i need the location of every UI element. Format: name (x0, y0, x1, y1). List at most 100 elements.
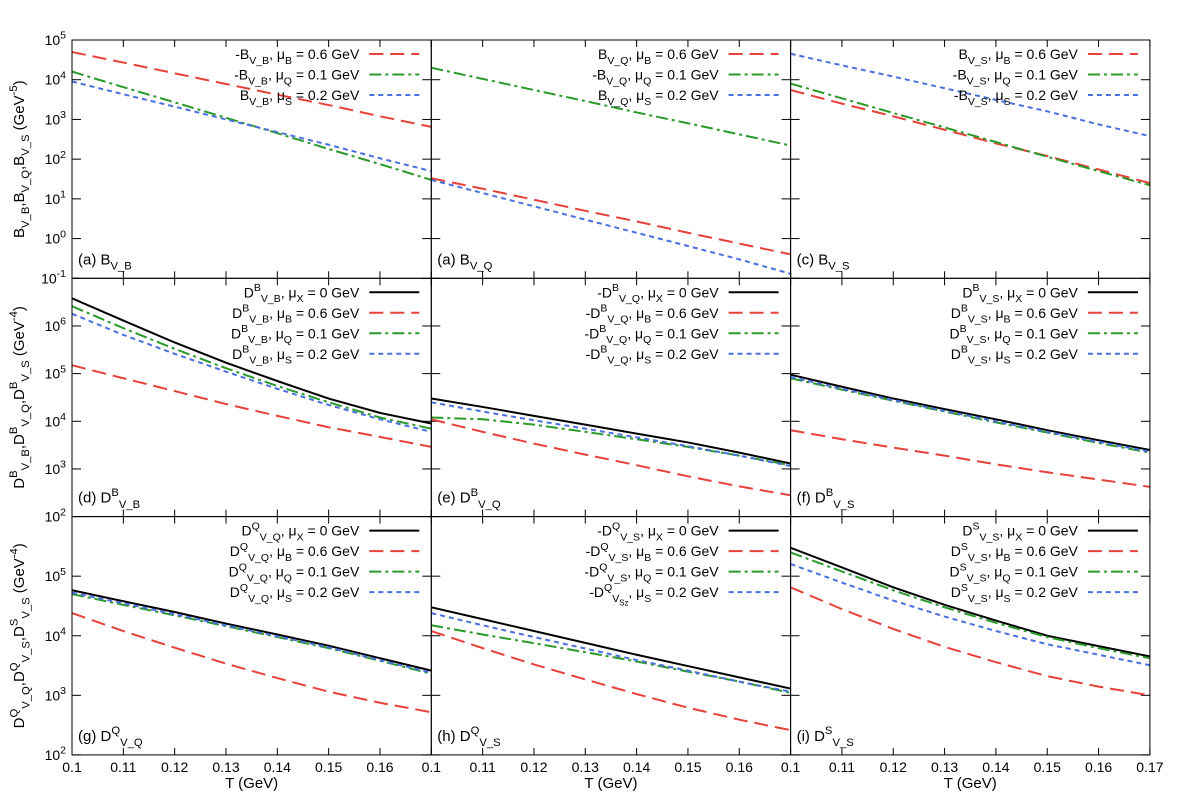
x-tick-label: 0.11 (110, 759, 136, 775)
legend-label: -DBV_Q, μX = 0 GeV (597, 282, 719, 305)
legend-label: -DQVSz, μS = 0.2 GeV (589, 582, 719, 608)
y-tick-label: 101 (45, 189, 67, 207)
series-line (790, 376, 1150, 453)
legend-label: DQV_Q, μS = 0.2 GeV (230, 582, 360, 605)
y-tick-label: 104 (45, 411, 67, 429)
panel-label: (h) DQV_S (437, 725, 500, 749)
legend-label: DBV_B, μX = 0 GeV (244, 282, 360, 305)
legend-label: DBV_S, μB = 0.6 GeV (951, 303, 1079, 326)
x-tick-label: 0.1 (422, 759, 442, 775)
legend-label: -DBV_Q, μS = 0.2 GeV (586, 344, 720, 367)
series-line (790, 546, 1150, 658)
panel-label: (f) DBV_S (797, 487, 855, 511)
series-line (431, 66, 791, 147)
legend-label: DBV_S, μX = 0 GeV (962, 282, 1078, 305)
y-axis-label: BV_B,BV_Q,BV_S (GeV-5) (8, 80, 32, 238)
series-line (431, 624, 791, 694)
y-tick-label: 100 (45, 228, 67, 246)
legend-label: -BV_B, μQ = 0.1 GeV (234, 67, 360, 88)
plot-frame (790, 516, 1151, 756)
y-tick-label: 104 (45, 625, 67, 643)
legend-label: DSV_S, μS = 0.2 GeV (951, 582, 1079, 605)
y-tick-label: 103 (45, 109, 67, 127)
legend-label: -DQV_S, μQ = 0.1 GeV (584, 561, 719, 584)
x-tick-label: 0.17 (1136, 759, 1163, 775)
x-tick-label: 0.16 (1085, 759, 1112, 775)
series-line (431, 178, 791, 275)
x-tick-label: 0.14 (623, 759, 650, 775)
legend-label: -DQV_S, μX = 0 GeV (597, 520, 719, 543)
y-tick-label: 102 (45, 149, 67, 167)
legend-label: DBV_S, μS = 0.2 GeV (951, 344, 1079, 367)
legend-label: DBV_S, μQ = 0.1 GeV (950, 323, 1079, 346)
x-tick-label: 0.14 (982, 759, 1009, 775)
y-axis-label: DBV_B,DBV_Q,DBV_S (GeV-4) (8, 306, 32, 489)
series-line (431, 177, 791, 256)
x-tick-label: 0.15 (315, 759, 342, 775)
series-line (72, 612, 432, 714)
x-tick-label: 0.15 (1034, 759, 1061, 775)
legend-label: BV_S, μB = 0.6 GeV (958, 46, 1078, 67)
panel-label: (a) BV_B (78, 251, 132, 272)
y-tick-label: 10-1 (41, 268, 66, 286)
legend-label: -BV_Q, μQ = 0.1 GeV (592, 67, 719, 88)
panel-label: (g) DQV_Q (78, 725, 143, 749)
y-tick-label: 103 (45, 459, 67, 477)
y-tick-label: 103 (45, 685, 67, 703)
series-line (72, 312, 432, 433)
y-tick-label: 104 (45, 69, 67, 87)
series-line (72, 80, 432, 173)
panel-label: (c) BV_S (797, 251, 850, 272)
legend-label: DQV_Q, μQ = 0.1 GeV (229, 561, 360, 584)
y-tick-label: 105 (45, 30, 67, 48)
legend-label: DSV_S, μX = 0 GeV (962, 520, 1078, 543)
series-line (790, 373, 1150, 451)
legend-label: -BV_S, μS = 0.2 GeV (954, 87, 1079, 108)
legend-label: -BV_S, μQ = 0.1 GeV (953, 67, 1079, 88)
series-line (72, 593, 432, 675)
x-tick-label: 0.12 (161, 759, 188, 775)
series-line (790, 377, 1150, 454)
series-line (431, 416, 791, 467)
x-tick-label: 0.13 (572, 759, 599, 775)
series-line (431, 401, 791, 468)
series-line (72, 297, 432, 425)
legend-label: DSV_S, μB = 0.6 GeV (951, 541, 1079, 564)
legend-label: BV_Q, μS = 0.2 GeV (598, 87, 719, 108)
x-tick-label: 0.1 (62, 759, 82, 775)
panel-label: (e) DBV_Q (437, 487, 501, 511)
y-axis-label: DQV_Q,DQV_S,DSV_S (GeV-4) (8, 543, 32, 728)
y-tick-label: 106 (45, 316, 67, 334)
x-axis-label: T (GeV) (944, 775, 997, 792)
legend-label: -DBV_Q, μB = 0.6 GeV (586, 303, 720, 326)
series-line (790, 551, 1150, 660)
y-tick-label: 102 (45, 745, 67, 763)
series-line (72, 591, 432, 674)
x-tick-label: 0.12 (520, 759, 547, 775)
x-axis-label: T (GeV) (584, 775, 637, 792)
legend-label: DQV_Q, μX = 0 GeV (241, 520, 359, 543)
series-line (72, 589, 432, 672)
x-tick-label: 0.13 (212, 759, 239, 775)
x-tick-label: 0.14 (264, 759, 291, 775)
series-line (72, 70, 432, 181)
legend-label: -DQV_S, μB = 0.6 GeV (586, 541, 720, 564)
series-line (431, 606, 791, 690)
x-tick-label: 0.11 (829, 759, 855, 775)
series-line (72, 305, 432, 430)
series-line (790, 52, 1150, 138)
panel-label: (a) BV_Q (437, 251, 492, 272)
legend-label: -DBV_Q, μQ = 0.1 GeV (584, 323, 719, 346)
x-axis-label: T (GeV) (225, 775, 278, 792)
x-tick-label: 0.12 (880, 759, 907, 775)
panel-label: (i) DSV_S (797, 725, 854, 749)
x-tick-label: 0.13 (931, 759, 958, 775)
x-tick-label: 0.16 (726, 759, 753, 775)
panel-label: (d) DBV_B (78, 487, 140, 511)
legend-label: BV_B, μS = 0.2 GeV (240, 87, 360, 108)
legend-label: BV_Q, μB = 0.6 GeV (598, 46, 719, 67)
legend-label: DSV_S, μQ = 0.1 GeV (950, 561, 1079, 584)
x-tick-label: 0.16 (366, 759, 393, 775)
